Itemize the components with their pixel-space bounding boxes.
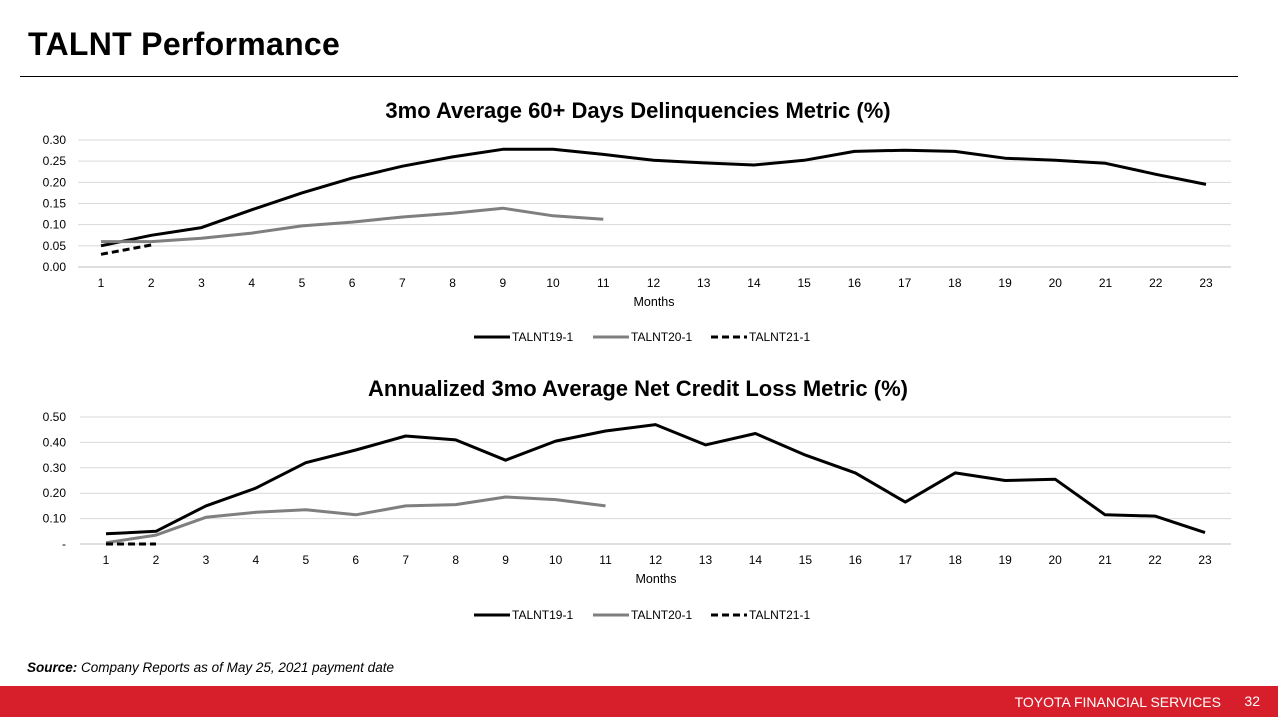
x-tick-label: 15: [799, 553, 813, 567]
x-tick-label: 19: [999, 553, 1013, 567]
x-tick-label: 16: [848, 276, 862, 290]
x-tick-label: 14: [747, 276, 761, 290]
x-tick-label: 21: [1098, 553, 1112, 567]
x-tick-label: 4: [253, 553, 260, 567]
x-tick-label: 17: [898, 276, 912, 290]
x-tick-label: 2: [153, 553, 160, 567]
x-tick-label: 22: [1148, 553, 1162, 567]
legend-label: TALNT21-1: [749, 608, 810, 622]
x-tick-label: 3: [203, 553, 210, 567]
x-tick-label: 11: [597, 276, 610, 290]
x-tick-label: 4: [248, 276, 255, 290]
x-tick-label: 1: [98, 276, 105, 290]
x-tick-label: 19: [998, 276, 1012, 290]
footer-brand: TOYOTA FINANCIAL SERVICES: [1014, 694, 1221, 710]
x-tick-label: 20: [1049, 276, 1063, 290]
y-tick-label: -: [62, 537, 66, 551]
x-axis-label: Months: [634, 295, 675, 309]
x-tick-label: 12: [647, 276, 661, 290]
x-tick-label: 9: [502, 553, 509, 567]
x-tick-label: 1: [103, 553, 110, 567]
legend-label: TALNT20-1: [631, 608, 692, 622]
legend-label: TALNT19-1: [512, 608, 573, 622]
source-label: Source:: [27, 660, 78, 675]
x-tick-label: 8: [452, 553, 459, 567]
y-tick-label: 0.40: [43, 435, 67, 449]
x-tick-label: 20: [1048, 553, 1062, 567]
y-tick-label: 0.05: [43, 239, 67, 253]
x-tick-label: 2: [148, 276, 155, 290]
x-tick-label: 18: [948, 276, 962, 290]
x-tick-label: 10: [549, 553, 563, 567]
delinquencies-chart: 3mo Average 60+ Days Delinquencies Metri…: [43, 98, 1231, 344]
series-line-talnt19-1: [100, 147, 1207, 248]
x-tick-label: 7: [402, 553, 409, 567]
series-line-talnt20-1: [105, 495, 606, 545]
y-tick-label: 0.00: [43, 260, 67, 274]
x-tick-label: 17: [899, 553, 913, 567]
y-tick-label: 0.20: [43, 486, 67, 500]
y-tick-label: 0.10: [43, 512, 67, 526]
page-number: 32: [1244, 693, 1260, 709]
y-tick-label: 0.10: [43, 218, 67, 232]
x-tick-label: 15: [798, 276, 812, 290]
x-tick-label: 3: [198, 276, 205, 290]
x-tick-label: 21: [1099, 276, 1113, 290]
x-tick-label: 11: [599, 553, 612, 567]
footer-bar: TOYOTA FINANCIAL SERVICES 32: [0, 686, 1278, 717]
series-line-talnt19-1: [105, 423, 1206, 536]
source-text: Company Reports as of May 25, 2021 payme…: [81, 660, 394, 675]
page-title: TALNT Performance: [28, 26, 341, 62]
x-tick-label: 16: [849, 553, 863, 567]
x-tick-label: 13: [697, 276, 711, 290]
chart-title: 3mo Average 60+ Days Delinquencies Metri…: [385, 98, 890, 123]
chart-title: Annualized 3mo Average Net Credit Loss M…: [368, 376, 908, 401]
x-tick-label: 13: [699, 553, 713, 567]
legend-label: TALNT19-1: [512, 330, 573, 344]
x-tick-label: 6: [352, 553, 359, 567]
legend-label: TALNT21-1: [749, 330, 810, 344]
x-tick-label: 5: [299, 276, 306, 290]
x-tick-label: 5: [302, 553, 309, 567]
x-tick-label: 12: [649, 553, 663, 567]
x-tick-label: 23: [1199, 276, 1213, 290]
net-credit-loss-chart: Annualized 3mo Average Net Credit Loss M…: [43, 376, 1231, 622]
title-divider: [20, 76, 1238, 77]
y-tick-label: 0.30: [43, 461, 67, 475]
source-note: Source: Company Reports as of May 25, 20…: [27, 660, 394, 675]
series-line-talnt20-1: [101, 206, 604, 244]
y-tick-label: 0.30: [43, 133, 67, 147]
x-tick-label: 8: [449, 276, 456, 290]
y-tick-label: 0.20: [43, 175, 67, 189]
x-tick-label: 10: [546, 276, 560, 290]
x-tick-label: 22: [1149, 276, 1163, 290]
x-tick-label: 9: [499, 276, 506, 290]
series-line-talnt21-1: [100, 243, 152, 256]
x-tick-label: 7: [399, 276, 406, 290]
y-tick-label: 0.15: [43, 197, 67, 211]
y-tick-label: 0.25: [43, 154, 67, 168]
y-tick-label: 0.50: [43, 410, 67, 424]
x-axis-label: Months: [636, 572, 677, 586]
x-tick-label: 14: [749, 553, 763, 567]
legend-label: TALNT20-1: [631, 330, 692, 344]
x-tick-label: 6: [349, 276, 356, 290]
x-tick-label: 18: [949, 553, 963, 567]
x-tick-label: 23: [1198, 553, 1212, 567]
